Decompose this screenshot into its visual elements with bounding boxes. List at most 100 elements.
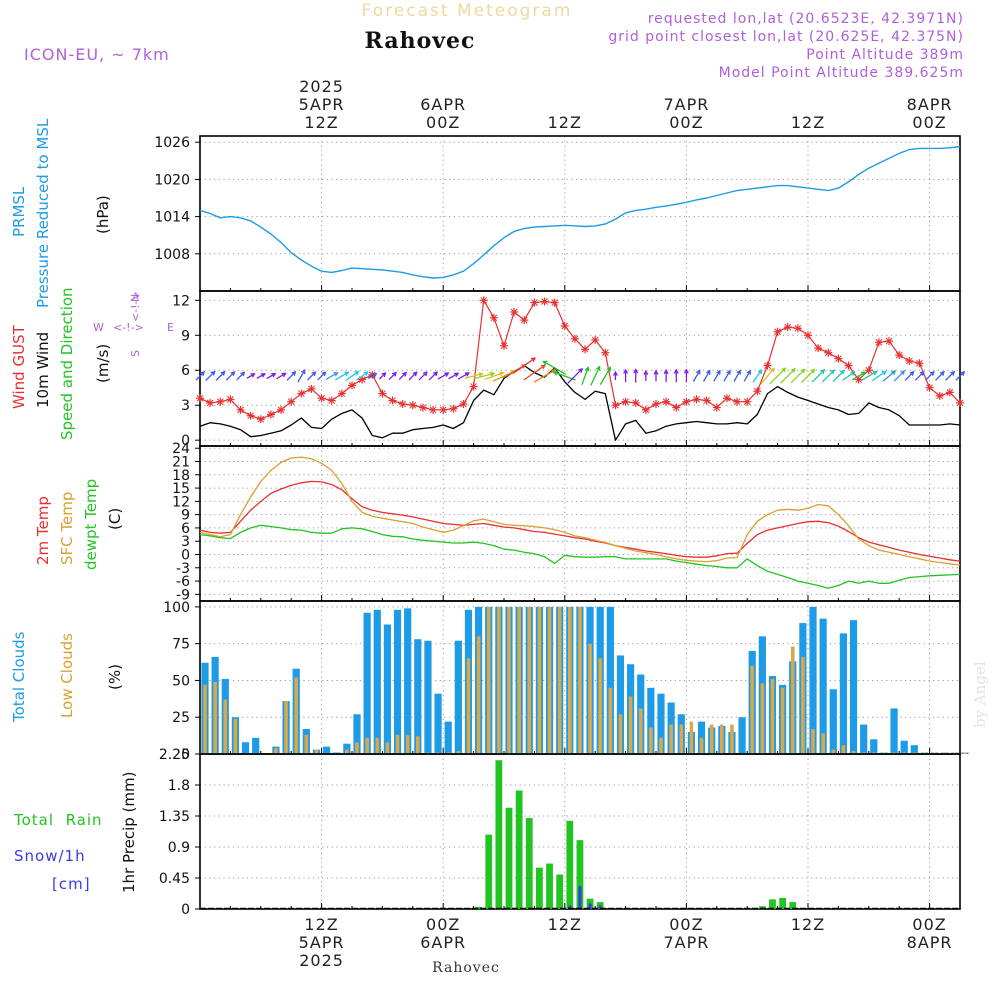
wind-barb-shaft [723, 370, 731, 382]
total-clouds-bar [900, 740, 908, 754]
wind-barb [418, 371, 428, 381]
low-clouds-bar [963, 752, 967, 754]
total-clouds-bar [373, 609, 381, 754]
gust-marker-d2 [713, 404, 721, 411]
total-clouds-bar [424, 640, 432, 754]
y-tick-label: 75 [172, 637, 190, 653]
wind-barb [398, 371, 408, 380]
low-clouds-bar [557, 606, 562, 754]
gust-marker-d2 [794, 324, 802, 332]
wind-barb [683, 368, 689, 383]
low-clouds-bar [497, 606, 501, 754]
wind-barb-head [301, 368, 306, 375]
pressure-unit-label: (hPa) [94, 195, 112, 234]
low-clouds-bar [547, 606, 552, 754]
gust-marker [834, 354, 843, 363]
low-clouds-bar [345, 749, 349, 754]
dewpt-label: dewpt Temp [82, 479, 100, 570]
gust-marker-d2 [662, 398, 670, 406]
wind-barb-head [653, 369, 659, 375]
wind-barb-shaft [464, 373, 483, 380]
gust-marker [530, 298, 539, 307]
gust-marker [581, 345, 590, 354]
low-clouds-bar [476, 636, 481, 754]
y-tick-label: 1020 [154, 172, 190, 188]
wind-barb [590, 365, 601, 386]
wind-barb-head [372, 373, 378, 378]
gust-marker [459, 400, 468, 409]
wind-barb-shaft [851, 371, 866, 381]
temp2m-label: 2m Temp [34, 496, 52, 565]
wind-barb-shaft [367, 373, 377, 379]
wind-barb-head [623, 368, 629, 374]
gust-marker-d2 [348, 382, 356, 389]
gust-marker [925, 383, 934, 392]
low-clouds-bar [801, 656, 805, 754]
gust-marker [469, 382, 478, 391]
time-tick-label: 7APR [663, 933, 709, 952]
gust-marker [388, 396, 397, 405]
y-tick-label: 1026 [154, 135, 190, 151]
gust-marker [895, 351, 904, 360]
wind-barb-head [881, 370, 887, 376]
y-tick-label: 2.25 [159, 747, 190, 763]
wind-barb-head [891, 370, 897, 375]
rain-bar [525, 818, 533, 909]
low-clouds-bar [416, 736, 420, 754]
gust-marker [844, 361, 853, 370]
y-tick-label: 9 [181, 328, 190, 344]
wind-barb-shaft [325, 372, 338, 380]
gust-marker-d2 [916, 359, 923, 367]
wind-barb [317, 371, 327, 381]
low-clouds-bar [720, 724, 724, 754]
wind-barb [523, 364, 546, 381]
gust-marker-d2 [460, 400, 467, 408]
wind-barb-shaft [297, 369, 306, 383]
gust-marker-d2 [753, 387, 761, 395]
wind-barb [914, 370, 925, 381]
gust-marker-d2 [784, 323, 792, 331]
gust-marker-d2 [480, 296, 488, 304]
wind-barb [335, 371, 350, 381]
low-clouds-bar [365, 737, 369, 754]
sfc-temp-line [199, 456, 961, 566]
wind-barb-shaft [335, 371, 349, 381]
wind-compass: N <-!-> S W <-!-> E [93, 291, 174, 357]
low-clouds-bar [588, 643, 592, 754]
y-tick-label: 12 [172, 293, 190, 309]
wind-barb-shaft [195, 371, 205, 381]
gust-marker [236, 405, 245, 414]
total-clouds-bar [647, 687, 655, 754]
snow-legend: Snow/1h [14, 847, 86, 865]
y-tick-label: 25 [172, 710, 190, 726]
wind-barb-head [281, 372, 287, 378]
wind-barb-shaft [860, 371, 877, 382]
y-tick-label: 6 [181, 521, 190, 537]
wind-barb-shaft [448, 372, 459, 380]
wind-barb [842, 371, 856, 381]
wind-barb [733, 369, 741, 382]
gust-marker [611, 401, 620, 410]
total-clouds-bar [910, 745, 918, 754]
gust-marker-d2 [429, 406, 437, 414]
wind-barb-head [919, 370, 925, 376]
wind-barb-head [683, 368, 689, 374]
low-clouds-bar [466, 658, 471, 754]
wind-barb-head [726, 369, 731, 375]
rain-bar [566, 820, 574, 909]
time-tick-label: 6APR [420, 933, 466, 952]
gust-marker-d2 [905, 357, 913, 365]
wind-barb-shaft [692, 370, 701, 382]
prmsl-label: PRMSL [10, 186, 28, 237]
wind-barb-shaft [743, 370, 751, 382]
wind-barb-shaft [205, 371, 216, 381]
time-tick-label: 8APR [907, 933, 953, 952]
compass-arrow-we-icon: <-!-> [113, 321, 144, 334]
time-tick-label: 12Z [304, 113, 338, 132]
wind-barb-head [850, 371, 856, 376]
wind-barb-head [433, 371, 439, 377]
gust-marker [591, 335, 600, 344]
wind-barb [276, 372, 287, 380]
low-clouds-bar [233, 718, 238, 754]
gust-marker [783, 323, 792, 332]
